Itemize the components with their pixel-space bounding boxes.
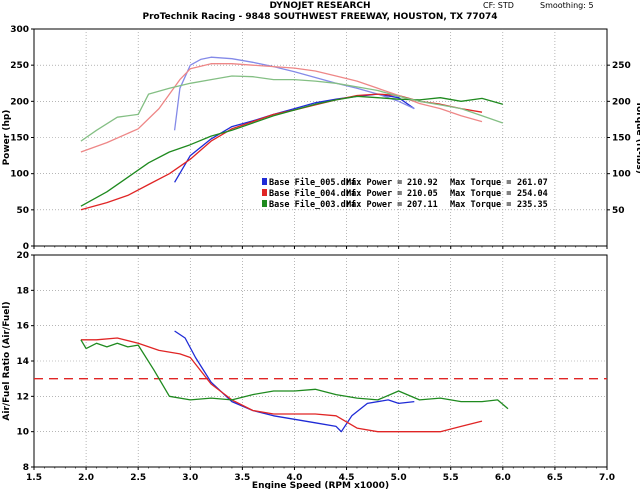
- legend-max-torque-value: 235.35: [517, 200, 548, 210]
- air-fuel-y-tick-label: 8: [23, 463, 29, 473]
- legend-max-torque-label: Max Torque =: [450, 178, 511, 188]
- power-torque-y-tick-label: 0: [23, 242, 29, 252]
- air-fuel-y-tick-label: 18: [16, 286, 29, 296]
- legend-max-torque-label: Max Torque =: [450, 189, 511, 199]
- x-axis-label: Engine Speed (RPM x1000): [252, 481, 389, 489]
- power-torque-y-tick-label: 200: [10, 97, 29, 107]
- legend-max-power-label: Max Power =: [346, 200, 402, 210]
- torque-tick-label: 250: [612, 61, 631, 71]
- legend-swatch: [262, 178, 267, 185]
- torque-tick-label: 100: [612, 170, 631, 180]
- x-tick-label: 2.0: [78, 473, 94, 483]
- series-line-base-file-003-power: [80, 95, 503, 207]
- legend-max-power-label: Max Power =: [346, 189, 402, 199]
- air-fuel-y-tick-label: 12: [16, 392, 29, 402]
- x-tick-label: 4.5: [339, 473, 355, 483]
- series-line-base-file-005-afr: [174, 330, 415, 433]
- air-fuel-y-tick-label: 16: [16, 322, 29, 332]
- x-tick-label: 4.0: [286, 473, 302, 483]
- legend-file-name: Base File_005.drf: [269, 177, 356, 188]
- x-tick-label: 1.5: [26, 473, 42, 483]
- x-tick-label: 5.5: [443, 473, 459, 483]
- power-torque-y-tick-label: 150: [10, 134, 29, 144]
- legend-max-power-value: 210.05: [407, 189, 438, 199]
- power-torque-y-axis-label: Power (hp): [2, 110, 12, 166]
- x-tick-label: 3.0: [182, 473, 198, 483]
- legend-max-power-value: 210.92: [407, 178, 438, 188]
- x-tick-label: 5.0: [391, 473, 407, 483]
- x-tick-label: 7.0: [599, 473, 615, 483]
- air-fuel-y-tick-label: 14: [16, 357, 29, 367]
- power-torque-y-tick-label: 50: [16, 206, 29, 216]
- series-line-base-file-004-torque: [80, 63, 483, 153]
- correction-factor-label: CF: STD: [483, 1, 514, 10]
- chart-header-subtitle: ProTechnik Racing - 9848 SOUTHWEST FREEW…: [142, 12, 498, 22]
- air-fuel-y-tick-label: 10: [16, 428, 29, 438]
- x-tick-label: 3.5: [234, 473, 250, 483]
- legend-swatch: [262, 200, 267, 207]
- power-torque-y-tick-label: 250: [10, 61, 29, 71]
- legend-max-power-value: 207.11: [407, 200, 438, 210]
- air-fuel-y-axis-label: Air/Fuel Ratio (Air/Fuel): [2, 301, 12, 420]
- torque-tick-label: 200: [612, 97, 631, 107]
- chart-header-title: DYNOJET RESEARCH: [269, 1, 371, 11]
- legend-file-name: Base File_004.drf: [269, 188, 356, 199]
- power-torque-y-tick-label: 100: [10, 170, 29, 180]
- power-torque-y-tick-label: 300: [10, 25, 29, 35]
- legend-max-torque-value: 261.07: [517, 178, 548, 188]
- torque-axis-label: Torque (ft-lbs): [634, 101, 640, 174]
- legend-max-torque-value: 254.04: [517, 189, 548, 199]
- x-tick-label: 6.5: [547, 473, 563, 483]
- legend-file-name: Base File_003.drf: [269, 199, 356, 210]
- legend-swatch: [262, 189, 267, 196]
- x-tick-label: 2.5: [130, 473, 146, 483]
- legend-max-power-label: Max Power =: [346, 178, 402, 188]
- air-fuel-y-tick-label: 20: [16, 251, 29, 261]
- series-line-base-file-003-afr: [80, 339, 509, 410]
- series-line-base-file-003-torque: [80, 75, 504, 142]
- x-tick-label: 6.0: [495, 473, 511, 483]
- series-line-base-file-004-afr: [80, 337, 483, 433]
- torque-tick-label: 150: [612, 134, 631, 144]
- smoothing-label: Smoothing: 5: [540, 1, 594, 10]
- air-fuel-plot-frame: [33, 254, 608, 468]
- torque-tick-label: 50: [612, 206, 625, 216]
- legend-max-torque-label: Max Torque =: [450, 200, 511, 210]
